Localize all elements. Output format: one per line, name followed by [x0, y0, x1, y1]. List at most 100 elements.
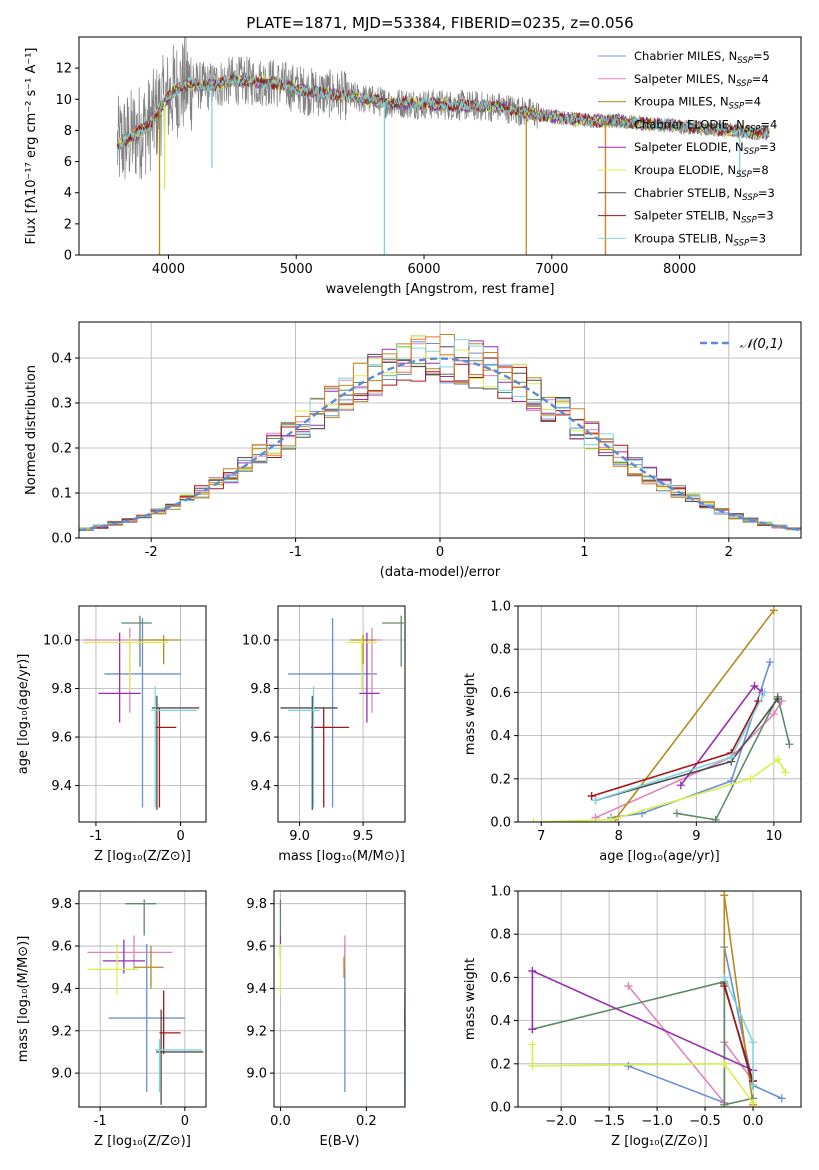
- mass-weight-marker: [749, 1038, 758, 1047]
- x-tick-label: -2: [145, 545, 158, 560]
- x-tick-label: 0.0: [270, 1114, 291, 1129]
- mass-weight-marker: [727, 776, 736, 785]
- x-tick-label: −0.5: [689, 1114, 721, 1129]
- y-tick-label: 0.1: [51, 487, 72, 502]
- y-tick-label: 0.8: [490, 928, 511, 943]
- x-axis-label: (data-model)/error: [380, 565, 501, 580]
- mass-weight-marker: [773, 694, 782, 703]
- mass-weight-marker: [528, 966, 537, 975]
- y-tick-label: 4: [64, 186, 72, 201]
- mass-weight-line: [532, 980, 754, 1106]
- mass-weight-marker: [711, 815, 720, 822]
- mass-weight-marker: [746, 774, 755, 783]
- mass-weight-marker: [769, 710, 778, 718]
- plot-area: [529, 606, 794, 822]
- x-tick-label: 9: [692, 829, 700, 844]
- x-tick-label: 0: [181, 1114, 189, 1129]
- axes-frame: [78, 36, 802, 256]
- x-axis-label: Z [log₁₀(Z/Z⊙)]: [94, 1134, 191, 1149]
- y-tick-label: 9.2: [246, 1024, 267, 1039]
- y-axis-label: mass weight: [463, 958, 478, 1040]
- y-tick-label: 0.6: [490, 686, 511, 701]
- age-vs-mass-plot: 9.0 9.5 9.4 9.6 9.8 10.0 mass [log₁₀(M/M⊙)]: [242, 605, 406, 864]
- y-tick-label: 0.0: [51, 532, 72, 547]
- y-tick-label: 12: [55, 62, 72, 77]
- mass-weight-marker: [676, 781, 685, 790]
- plot-area: [83, 615, 200, 810]
- y-axis-label: Normed distribution: [24, 365, 39, 495]
- mass-weight-marker: [529, 818, 538, 822]
- y-tick-label: 0.0: [490, 816, 511, 831]
- mass-weight-marker: [720, 1059, 729, 1068]
- mass-weight-vs-age-plot: 7 8 9 10 0.0 0.2 0.4 0.6 0.8 1.0 age [log₁₀(age/yr…: [463, 600, 802, 864]
- x-tick-label: −2.0: [545, 1114, 577, 1129]
- x-tick-label: 8: [615, 829, 623, 844]
- mass-weight-marker: [591, 796, 600, 805]
- x-tick-label: 0.0: [743, 1114, 764, 1129]
- mass-weight-marker: [528, 1025, 537, 1034]
- x-tick-label: 9.0: [289, 829, 310, 844]
- y-tick-label: 10.0: [43, 633, 72, 648]
- y-tick-label: 10.0: [242, 633, 271, 648]
- axes-frame: [517, 605, 802, 823]
- mass-weight-marker: [720, 973, 729, 982]
- axes-frame: [78, 605, 207, 823]
- mass-weight-marker: [720, 982, 729, 991]
- mass-weight-marker: [528, 1061, 537, 1070]
- x-tick-label: 6000: [407, 262, 440, 277]
- mass-weight-marker: [587, 792, 596, 801]
- mass-weight-marker: [720, 1100, 729, 1107]
- mass-weight-marker: [749, 1081, 758, 1090]
- mass-weight-marker: [750, 681, 759, 690]
- y-tick-label: 0: [64, 249, 72, 264]
- x-axis-label: wavelength [Angstrom, rest frame]: [326, 282, 555, 297]
- mass-weight-marker: [773, 755, 782, 764]
- model-spectrum-line: [116, 75, 770, 153]
- y-tick-label: 9.4: [51, 779, 72, 794]
- y-tick-label: 9.6: [246, 940, 267, 955]
- mass-weight-vs-metallicity-plot: −2.0 −1.5 −1.0 −0.5 0.0 0.0 0.2 0.4 0.6 0.8 1.0 Z […: [463, 885, 802, 1149]
- x-tick-label: 9.5: [353, 829, 374, 844]
- axes-frame: [273, 890, 406, 1108]
- mass-weight-marker: [727, 753, 736, 762]
- mass-weight-marker: [785, 740, 794, 749]
- legend-label: Salpeter MILES, NSSP=4: [634, 72, 769, 89]
- plot-area: [79, 334, 801, 538]
- x-tick-label: -1: [89, 829, 102, 844]
- legend-label: Chabrier ELODIE, NSSP=4: [634, 117, 777, 134]
- x-tick-label: 7: [537, 829, 545, 844]
- x-axis-label: E(B-V): [319, 1134, 359, 1149]
- mass-weight-line: [676, 694, 791, 821]
- mass-weight-marker: [760, 688, 769, 697]
- y-tick-label: 6: [64, 155, 72, 170]
- mass-weight-marker: [769, 606, 778, 615]
- y-tick-label: 9.8: [246, 897, 267, 912]
- x-tick-label: 0: [176, 829, 184, 844]
- mass-weight-marker: [672, 809, 681, 818]
- x-tick-label: 2: [725, 545, 733, 560]
- y-axis-label: age [log₁₀(age/yr)]: [16, 654, 31, 775]
- y-tick-label: 0.4: [490, 1014, 511, 1029]
- mass-weight-line: [723, 985, 754, 1082]
- legend-label: 𝒩(0,1): [740, 337, 783, 352]
- mass-weight-marker: [624, 1061, 633, 1070]
- legend-label: Salpeter STELIB, NSSP=3: [634, 209, 774, 226]
- mass-weight-marker: [777, 1094, 786, 1103]
- legend-label: Salpeter ELODIE, NSSP=3: [634, 140, 776, 157]
- mass-weight-marker: [624, 982, 633, 991]
- y-tick-label: 0.4: [490, 729, 511, 744]
- x-tick-label: -1: [94, 1114, 107, 1129]
- x-tick-label: 0.2: [356, 1114, 377, 1129]
- y-axis-label: mass weight: [463, 673, 478, 755]
- x-tick-label: 7000: [535, 262, 568, 277]
- legend-label: Chabrier MILES, NSSP=5: [634, 49, 770, 66]
- y-tick-label: 9.6: [51, 940, 72, 955]
- mass-weight-marker: [528, 1040, 537, 1049]
- residual-histogram: [79, 357, 801, 538]
- y-tick-label: 9.2: [51, 1024, 72, 1039]
- y-tick-label: 0.3: [51, 397, 72, 412]
- y-tick-label: 9.6: [250, 731, 271, 746]
- x-axis-label: Z [log₁₀(Z/Z⊙)]: [611, 1134, 708, 1149]
- y-tick-label: 1.0: [490, 600, 511, 615]
